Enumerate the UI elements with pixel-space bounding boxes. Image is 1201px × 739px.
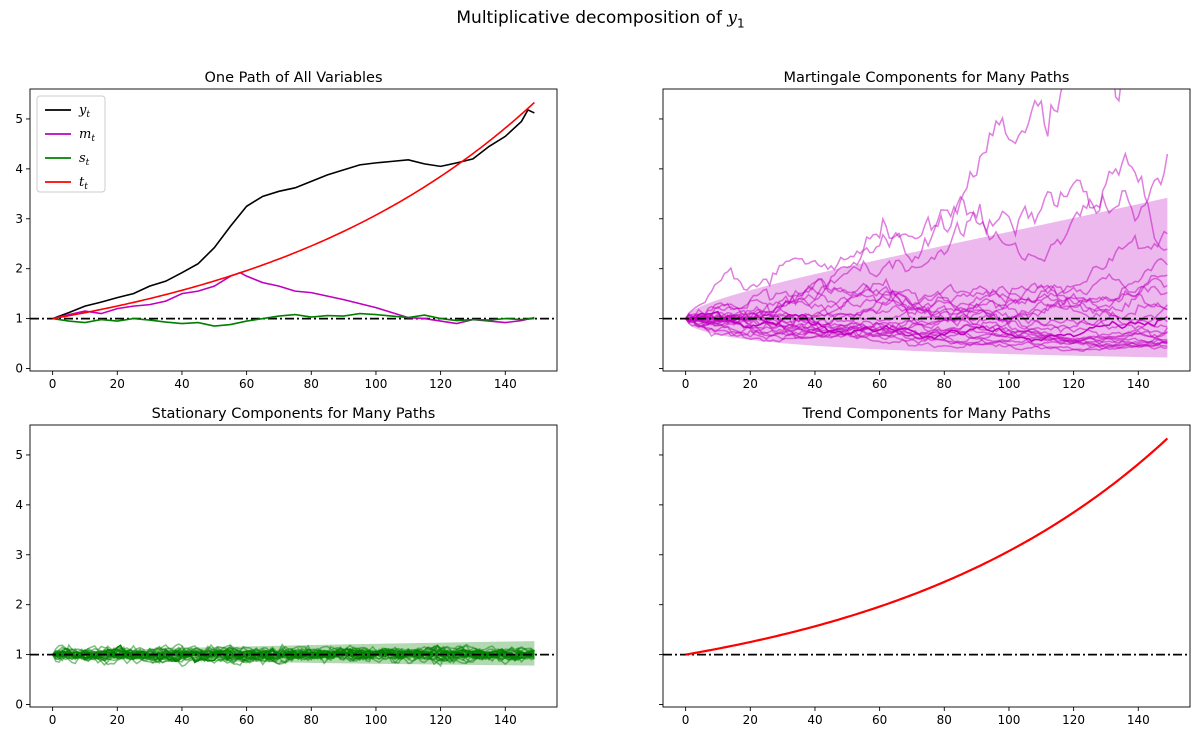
subplot-1: 0 20 40 60 80 100 120 140 0 1 2 3 4 5 One Path of All … (15, 70, 558, 391)
x-tick-label: 60 (239, 713, 254, 727)
series-s-line (52, 312, 535, 327)
y-tick-label: 1 (15, 312, 23, 326)
sample-path (685, 316, 1168, 353)
x-tick-label: 100 (997, 377, 1020, 391)
axes-frame (662, 424, 1191, 708)
x-tick-label: 120 (429, 713, 452, 727)
subplot-4: 0 20 40 60 80 100 120 140 Trend Components for M… (659, 406, 1191, 727)
y-tick-label: 3 (15, 212, 23, 226)
y-tick-label: 0 (15, 362, 23, 376)
y-tick-label: 2 (15, 598, 23, 612)
y-tick-label: 5 (15, 112, 23, 126)
x-tick-label: 60 (872, 713, 887, 727)
y-tick-label: 2 (15, 262, 23, 276)
sample-path (685, 151, 1168, 325)
x-tick-label: 0 (682, 377, 690, 391)
x-tick-label: 120 (429, 377, 452, 391)
series-line-line (685, 437, 1169, 656)
y-tick-label: 0 (15, 698, 23, 712)
y-tick-label: 4 (15, 162, 23, 176)
series-m-line (52, 271, 535, 325)
sample-path (685, 305, 1168, 342)
x-tick-label: 60 (239, 377, 254, 391)
subplot-title: Stationary Components for Many Paths (152, 406, 436, 422)
sample-path (52, 645, 535, 666)
x-tick-label: 40 (807, 713, 822, 727)
x-tick-label: 120 (1062, 713, 1085, 727)
subplot-title: Trend Components for Many Paths (801, 406, 1050, 422)
sample-path (685, 313, 1168, 348)
x-tick-label: 20 (110, 377, 125, 391)
x-tick-label: 40 (174, 713, 189, 727)
plot-area (663, 437, 1190, 656)
x-tick-label: 120 (1062, 377, 1085, 391)
sample-path (685, 153, 1169, 323)
y-tick-label: 5 (15, 448, 23, 462)
x-tick-label: 140 (494, 713, 517, 727)
subplot-title: Martingale Components for Many Paths (784, 70, 1070, 86)
x-tick-label: 100 (364, 377, 387, 391)
legend-entry: st (79, 151, 90, 168)
axes-frame (662, 88, 1191, 372)
x-tick-label: 40 (807, 377, 822, 391)
legend-entry: yt (78, 103, 90, 120)
sample-path (685, 257, 1168, 343)
x-tick-label: 0 (49, 713, 57, 727)
x-tick-label: 20 (743, 713, 758, 727)
series-y-line (52, 108, 535, 320)
x-tick-label: 40 (174, 377, 189, 391)
x-tick-label: 80 (937, 377, 952, 391)
x-tick-label: 80 (304, 377, 319, 391)
x-tick-label: 100 (364, 713, 387, 727)
y-tick-label: 3 (15, 548, 23, 562)
x-tick-label: 140 (1127, 713, 1150, 727)
subplot-2: 0 20 40 60 80 100 120 140 Martingale Components … (659, 70, 1191, 391)
axes-frame (29, 424, 558, 708)
plot-area (663, 89, 1190, 358)
x-tick-label: 20 (110, 713, 125, 727)
subplot-title: One Path of All Variables (204, 70, 382, 86)
legend-entry: tt (79, 175, 88, 192)
y-tick-label: 1 (15, 648, 23, 662)
x-tick-label: 140 (494, 377, 517, 391)
x-tick-label: 0 (49, 377, 57, 391)
x-tick-label: 140 (1127, 377, 1150, 391)
x-tick-label: 20 (743, 377, 758, 391)
x-tick-label: 100 (997, 713, 1020, 727)
x-tick-label: 80 (937, 713, 952, 727)
axes-frame (29, 88, 558, 372)
figure-title: Multiplicative decomposition of y1 (456, 8, 745, 31)
x-tick-label: 60 (872, 377, 887, 391)
plot-area (30, 641, 557, 668)
sample-path (684, 89, 1140, 319)
legend: yt mt st tt (36, 95, 106, 193)
x-tick-label: 80 (304, 713, 319, 727)
series-t-line (52, 101, 535, 320)
plot-area (30, 101, 557, 327)
subplot-3: 0 20 40 60 80 100 120 140 0 1 2 3 4 5 Stationary Compo… (15, 406, 558, 727)
x-tick-label: 0 (682, 713, 690, 727)
legend-entry: mt (79, 127, 95, 144)
sample-path (685, 278, 1168, 330)
y-tick-label: 4 (15, 498, 23, 512)
